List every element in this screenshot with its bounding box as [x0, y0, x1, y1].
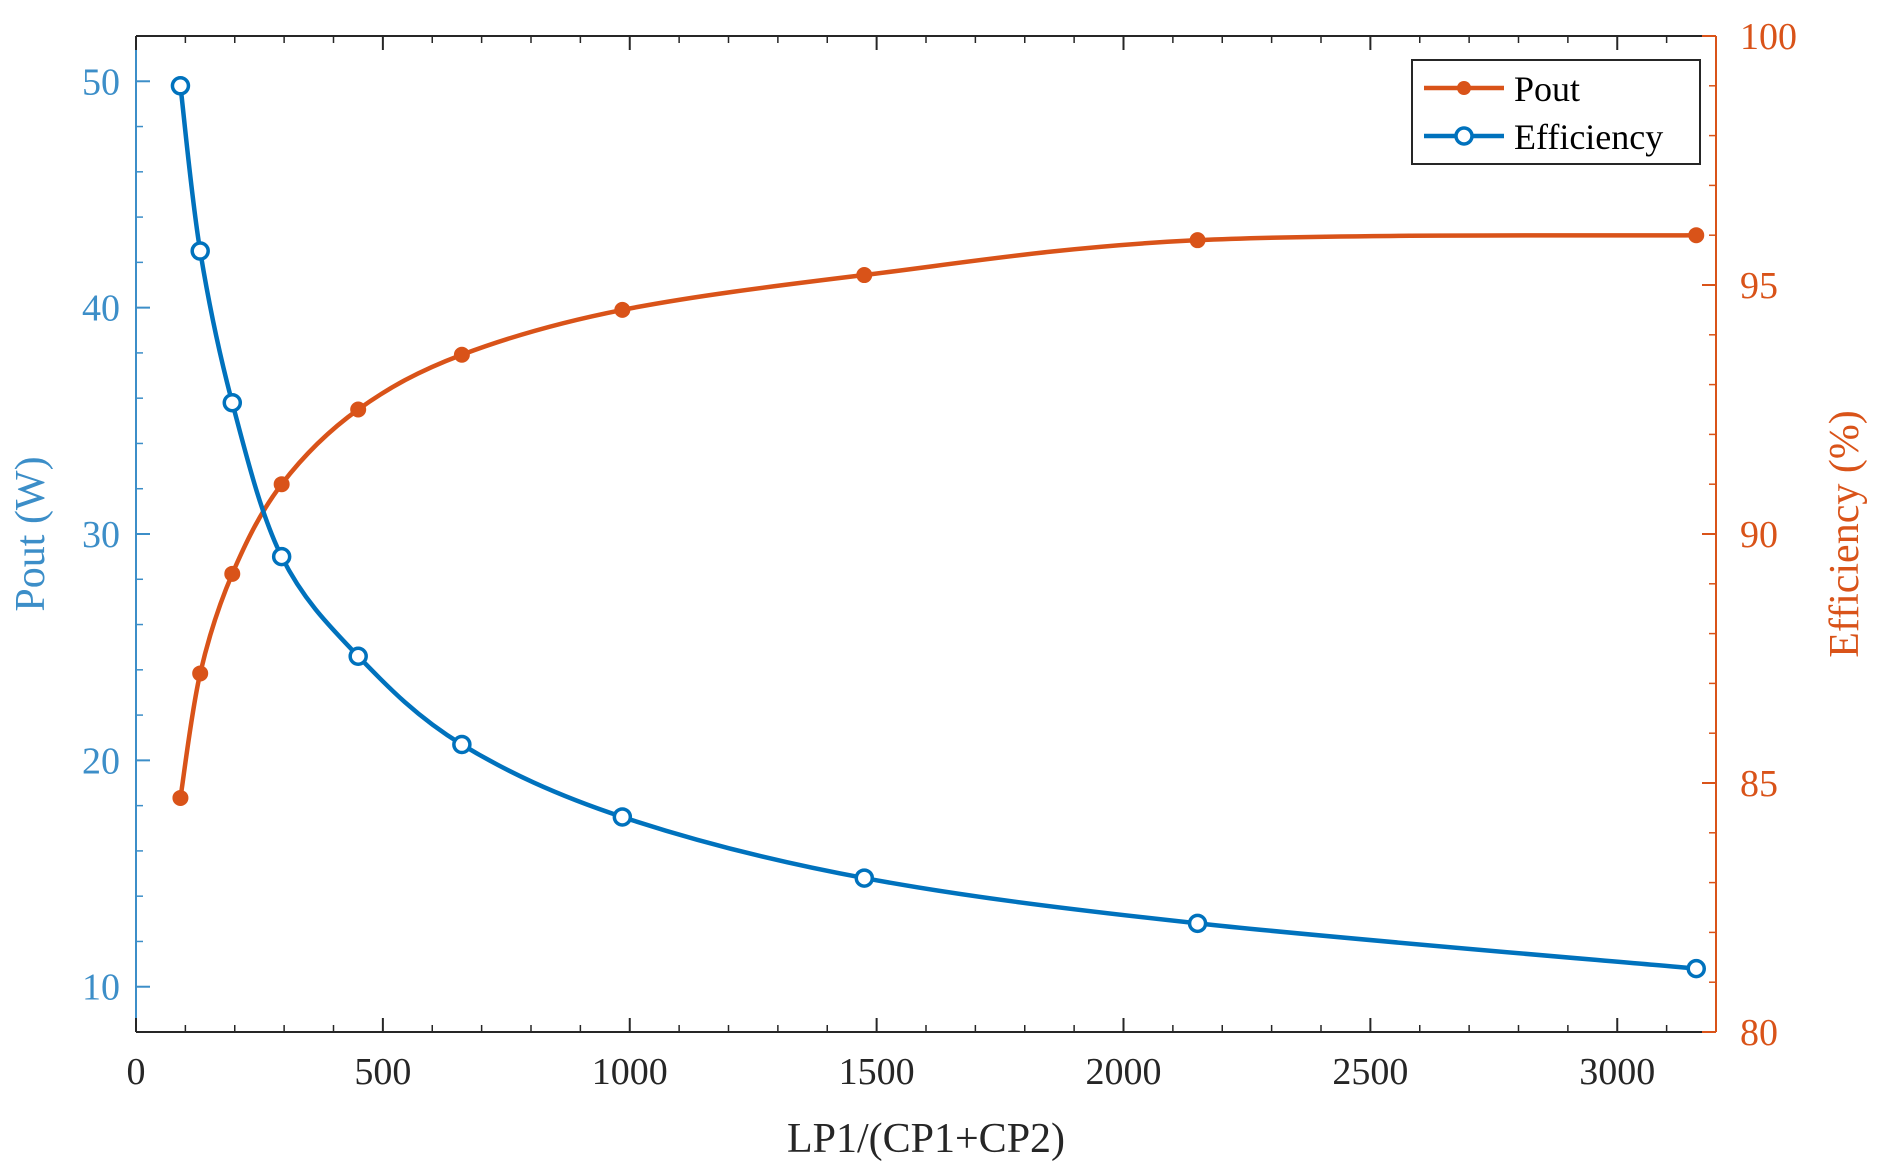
- x-tick-label: 1500: [839, 1051, 915, 1093]
- x-tick-label: 1000: [592, 1051, 668, 1093]
- legend-marker-pout: [1457, 81, 1471, 95]
- data-point-efficiency: [348, 646, 368, 666]
- legend-box: [1411, 59, 1701, 165]
- x-tick-label: 2000: [1086, 1051, 1162, 1093]
- x-axis-title: LP1/(CP1+CP2): [787, 1116, 1065, 1162]
- y-axis-right: 80 85 90 95 100 Efficiency (%): [1702, 16, 1868, 1054]
- x-tick-label: 0: [127, 1051, 146, 1093]
- data-point-efficiency: [1686, 958, 1706, 979]
- data-point-pout: [614, 301, 631, 318]
- y-right-tick-label: 100: [1740, 16, 1797, 58]
- data-point-efficiency: [271, 546, 292, 567]
- y-left-tick-label: 50: [82, 61, 120, 103]
- y-right-tick-label: 85: [1740, 763, 1778, 805]
- data-point-efficiency: [854, 868, 875, 888]
- data-point-efficiency: [452, 734, 472, 755]
- series-efficiency: [170, 76, 1706, 979]
- y-left-tick-label: 30: [82, 514, 120, 556]
- series-line-efficiency: [178, 85, 1697, 971]
- y-left-tick-label: 20: [82, 740, 120, 782]
- y-left-tick-label: 40: [82, 288, 120, 330]
- legend: Pout Efficiency: [1411, 59, 1701, 165]
- x-axis: 0 500 1000 1500 2000 2500 3000 LP1/(CP1+CP2): [127, 36, 1668, 1162]
- data-point-pout: [453, 346, 470, 363]
- x-tick-label: 3000: [1579, 1051, 1655, 1093]
- x-tick-label: 500: [354, 1051, 411, 1093]
- legend-marker-efficiency: [1454, 126, 1474, 146]
- data-point-pout: [172, 789, 189, 806]
- data-point-efficiency: [612, 807, 633, 827]
- y-right-axis-title: Efficiency (%): [1822, 410, 1868, 658]
- data-point-pout: [273, 476, 290, 493]
- data-point-efficiency: [190, 241, 210, 261]
- data-point-pout: [350, 401, 367, 418]
- data-point-pout: [1688, 227, 1705, 244]
- data-point-efficiency: [222, 392, 243, 413]
- legend-label-pout: Pout: [1514, 69, 1580, 109]
- data-point-pout: [856, 267, 873, 284]
- y-right-tick-label: 80: [1740, 1012, 1778, 1054]
- plot-frame: [135, 35, 1717, 1033]
- y-left-tick-label: 10: [82, 967, 120, 1009]
- data-point-pout: [192, 665, 209, 682]
- y-left-axis-title: Pout (W): [8, 456, 54, 611]
- y-axis-left: 10 20 30 40 50 Pout (W): [8, 61, 150, 1009]
- legend-label-efficiency: Efficiency: [1514, 117, 1663, 157]
- series-pout: [172, 227, 1705, 806]
- y-right-tick-label: 95: [1740, 265, 1778, 307]
- y-right-tick-label: 90: [1740, 514, 1778, 556]
- series-line-pout: [178, 232, 1697, 799]
- x-tick-label: 2500: [1332, 1051, 1408, 1093]
- series-layer: [170, 76, 1706, 979]
- data-point-pout: [224, 565, 241, 582]
- data-point-efficiency: [1187, 913, 1208, 934]
- data-point-pout: [1189, 232, 1206, 249]
- data-point-efficiency: [170, 76, 191, 96]
